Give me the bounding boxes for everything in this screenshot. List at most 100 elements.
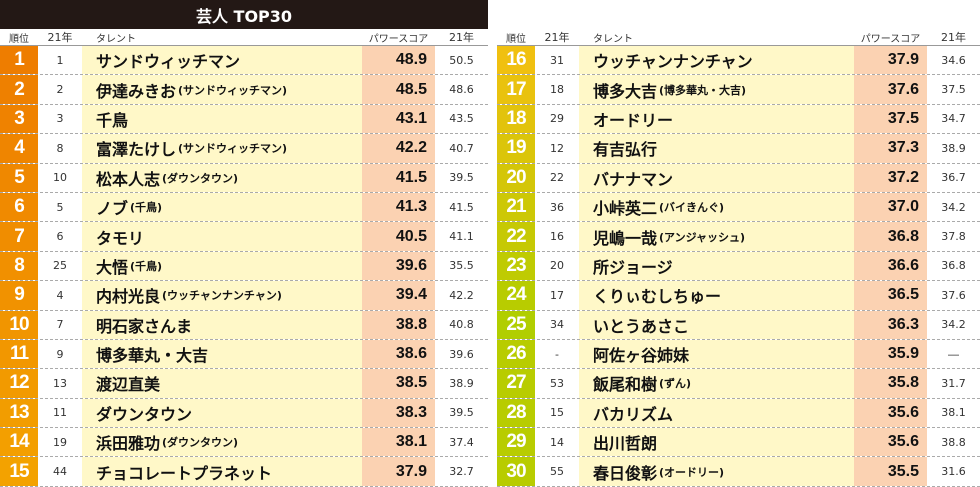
prev-score: 37.5 <box>941 83 966 97</box>
talent-name-text: 出川哲朗 <box>593 434 658 454</box>
table-row: 29 14 出川哲朗 35.6 38.8 <box>497 428 980 458</box>
rank-badge: 5 <box>0 163 38 192</box>
table-row: 14 19 浜田雅功 (ダウンタウン) 38.1 37.4 <box>0 428 488 458</box>
power-score: 38.5 <box>362 369 435 398</box>
rank-badge: 20 <box>497 163 535 192</box>
prev-score: 31.7 <box>941 376 966 390</box>
talent-group: (サンドウィッチマン) <box>178 83 288 97</box>
prev-rank: 20 <box>550 259 564 273</box>
talent-name: 富澤たけし (サンドウィッチマン) <box>82 134 362 163</box>
talent-group: (バイきんぐ) <box>659 201 725 215</box>
rank-badge: 4 <box>0 134 38 163</box>
power-score: 37.6 <box>854 75 927 104</box>
talent-name-text: 所ジョージ <box>593 257 673 277</box>
prev-rank: 7 <box>56 318 64 332</box>
prev-rank: 6 <box>56 230 64 244</box>
talent-name-text: ノブ <box>96 199 129 219</box>
talent-name-text: 千鳥 <box>96 110 129 130</box>
talent-name: 千鳥 <box>82 104 362 134</box>
header-prev-score: 21年 <box>449 31 474 44</box>
talent-name: オードリー <box>579 104 854 134</box>
table-row: 20 22 バナナマン 37.2 36.7 <box>497 163 980 193</box>
rank-badge: 25 <box>497 310 535 339</box>
prev-score: 31.6 <box>941 465 966 479</box>
power-score: 35.5 <box>854 457 927 486</box>
prev-score: 35.5 <box>449 259 474 273</box>
talent-name-text: 博多華丸・大吉 <box>96 346 209 366</box>
talent-group: (ダウンタウン) <box>162 171 239 185</box>
prev-score: 34.2 <box>941 318 966 332</box>
talent-name-text: ダウンタウン <box>96 404 193 424</box>
talent-name: 浜田雅功 (ダウンタウン) <box>82 428 362 457</box>
rank-badge: 16 <box>497 46 535 75</box>
talent-group: (オードリー) <box>659 465 725 479</box>
talent-name-text: 浜田雅功 <box>96 434 161 454</box>
talent-group: (アンジャッシュ) <box>659 230 746 244</box>
power-score: 38.8 <box>362 310 435 339</box>
prev-score: ― <box>948 347 959 361</box>
talent-name-text: 伊達みきお <box>96 81 177 101</box>
prev-rank: 4 <box>56 288 64 302</box>
talent-name: 松本人志 (ダウンタウン) <box>82 163 362 192</box>
prev-rank: 55 <box>550 465 564 479</box>
prev-rank: 13 <box>53 376 67 390</box>
rank-badge: 12 <box>0 369 38 398</box>
table-row: 6 5 ノブ (千鳥) 41.3 41.5 <box>0 192 488 223</box>
ranking-table-left: 芸人 TOP30 順位 21年 タレント パワースコア 21年 1 1 サンドウ… <box>0 0 488 487</box>
prev-rank: 16 <box>550 230 564 244</box>
talent-name-text: 児嶋一哉 <box>593 228 658 248</box>
prev-rank: 44 <box>53 465 67 479</box>
rank-badge: 30 <box>497 457 535 486</box>
power-score: 36.6 <box>854 251 927 281</box>
rank-badge: 14 <box>0 428 38 457</box>
prev-score: 38.1 <box>941 406 966 420</box>
header-score: パワースコア <box>368 33 429 45</box>
talent-name: 飯尾和樹 (ずん) <box>579 369 854 398</box>
table-row: 16 31 ウッチャンナンチャン 37.9 34.6 <box>497 46 980 76</box>
power-score: 37.5 <box>854 104 927 134</box>
prev-score: 36.8 <box>941 259 966 273</box>
prev-score: 39.5 <box>449 171 474 185</box>
table-row: 12 13 渡辺直美 38.5 38.9 <box>0 369 488 399</box>
prev-score: 39.6 <box>449 347 474 361</box>
prev-rank: 11 <box>53 406 67 420</box>
rank-badge: 19 <box>497 134 535 163</box>
power-score: 37.0 <box>854 192 927 222</box>
power-score: 41.3 <box>362 192 435 222</box>
prev-score: 34.2 <box>941 200 966 214</box>
table-row: 4 8 富澤たけし (サンドウィッチマン) 42.2 40.7 <box>0 134 488 164</box>
prev-score: 50.5 <box>449 53 474 67</box>
table-row: 27 53 飯尾和樹 (ずん) 35.8 31.7 <box>497 369 980 399</box>
rank-badge: 22 <box>497 222 535 251</box>
rank-badge: 18 <box>497 104 535 134</box>
talent-name: 大悟 (千鳥) <box>82 251 362 281</box>
table-row: 24 17 くりぃむしちゅー 36.5 37.6 <box>497 281 980 311</box>
prev-rank: 19 <box>53 435 67 449</box>
talent-name: 博多大吉 (博多華丸・大吉) <box>579 75 854 104</box>
rank-badge: 13 <box>0 398 38 428</box>
power-score: 38.6 <box>362 339 435 369</box>
talent-name: いとうあさこ <box>579 310 854 339</box>
table-row: 9 4 内村光良 (ウッチャンナンチャン) 39.4 42.2 <box>0 281 488 311</box>
power-score: 36.8 <box>854 222 927 251</box>
power-score: 43.1 <box>362 104 435 134</box>
power-score: 48.5 <box>362 75 435 104</box>
talent-group: (サンドウィッチマン) <box>178 142 288 156</box>
talent-name-text: バカリズム <box>593 404 674 424</box>
table-row: 8 25 大悟 (千鳥) 39.6 35.5 <box>0 251 488 282</box>
table-row: 15 44 チョコレートプラネット 37.9 32.7 <box>0 457 488 487</box>
rank-badge: 26 <box>497 339 535 369</box>
table-row: 1 1 サンドウィッチマン 48.9 50.5 <box>0 46 488 76</box>
prev-score: 37.4 <box>449 435 474 449</box>
talent-name: 伊達みきお (サンドウィッチマン) <box>82 75 362 104</box>
prev-rank: 15 <box>550 406 564 420</box>
talent-group: (千鳥) <box>130 201 163 215</box>
talent-name-text: ウッチャンナンチャン <box>593 52 753 72</box>
table-row: 23 20 所ジョージ 36.6 36.8 <box>497 251 980 282</box>
power-score: 35.6 <box>854 398 927 428</box>
prev-score: 39.5 <box>449 406 474 420</box>
prev-score: 48.6 <box>449 83 474 97</box>
rank-badge: 27 <box>497 369 535 398</box>
talent-group: (ダウンタウン) <box>162 436 239 450</box>
prev-rank: 34 <box>550 318 564 332</box>
